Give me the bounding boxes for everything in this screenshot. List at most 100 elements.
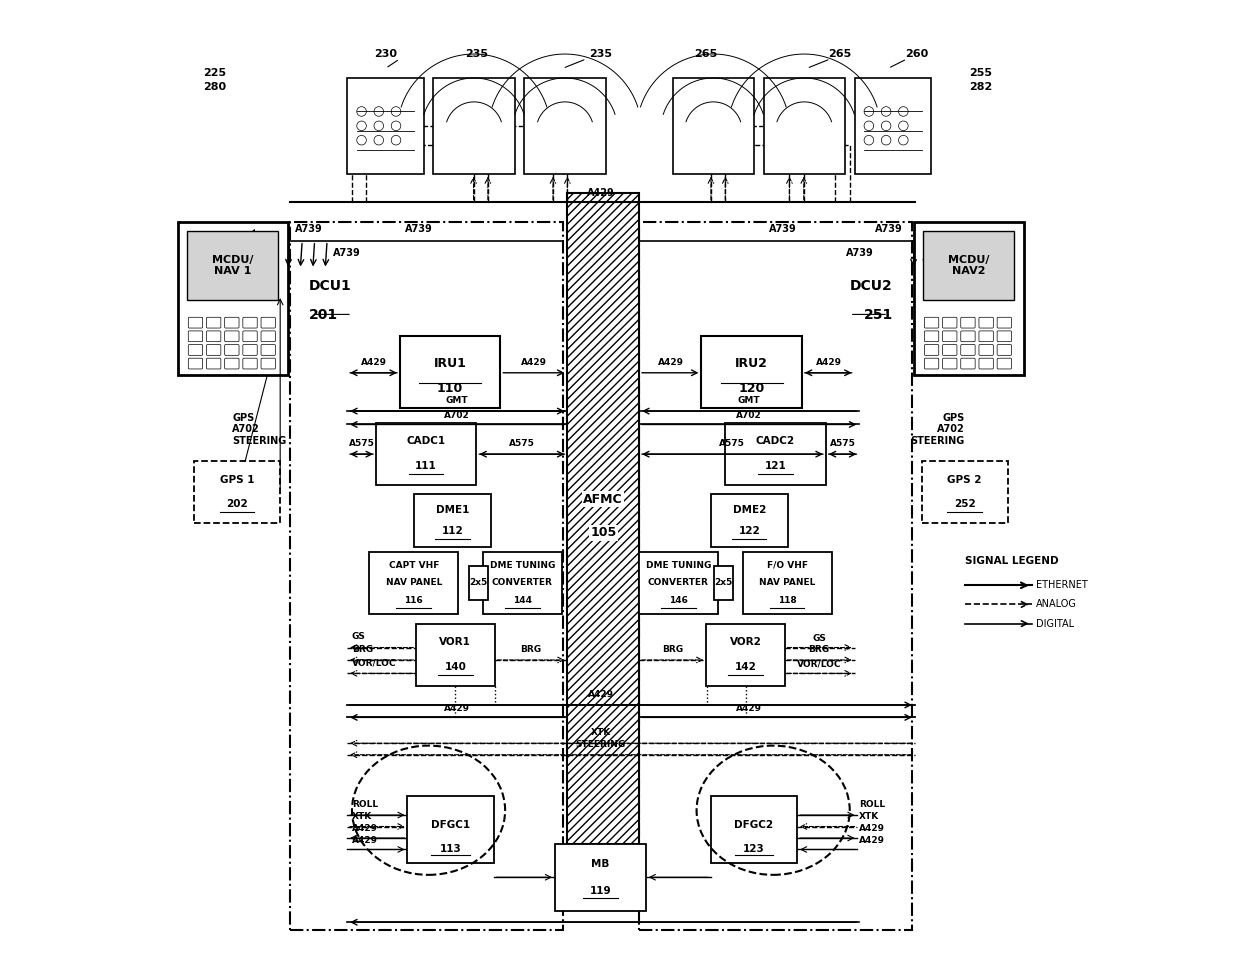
FancyBboxPatch shape	[262, 317, 275, 328]
Text: 202: 202	[226, 499, 248, 510]
Text: 140: 140	[444, 662, 466, 672]
FancyBboxPatch shape	[469, 566, 487, 600]
Text: DIGITAL: DIGITAL	[1037, 618, 1075, 629]
Text: MB: MB	[591, 859, 610, 869]
Text: 110: 110	[436, 382, 464, 395]
FancyBboxPatch shape	[914, 222, 1024, 374]
Text: DFGC2: DFGC2	[734, 820, 774, 829]
Text: 144: 144	[513, 596, 532, 605]
FancyBboxPatch shape	[417, 624, 495, 685]
Text: 119: 119	[589, 886, 611, 896]
FancyBboxPatch shape	[243, 345, 257, 355]
FancyBboxPatch shape	[177, 222, 288, 374]
Text: A429: A429	[587, 187, 615, 198]
FancyBboxPatch shape	[924, 358, 939, 369]
FancyBboxPatch shape	[706, 624, 785, 685]
FancyBboxPatch shape	[921, 461, 1008, 523]
FancyBboxPatch shape	[399, 336, 501, 408]
Text: 111: 111	[415, 461, 436, 471]
Text: GS: GS	[352, 632, 366, 641]
Text: A575: A575	[348, 440, 374, 448]
Text: A575: A575	[719, 440, 745, 448]
FancyBboxPatch shape	[207, 345, 221, 355]
FancyBboxPatch shape	[924, 231, 1014, 300]
FancyBboxPatch shape	[262, 331, 275, 342]
Text: 251: 251	[863, 308, 893, 322]
Text: A702: A702	[232, 424, 260, 434]
FancyBboxPatch shape	[188, 317, 202, 328]
FancyBboxPatch shape	[978, 358, 993, 369]
Text: VOR1: VOR1	[439, 637, 471, 647]
Text: CONVERTER: CONVERTER	[492, 579, 553, 588]
Text: VOR/LOC: VOR/LOC	[352, 659, 397, 667]
Text: BRG: BRG	[352, 645, 373, 654]
Text: A739: A739	[769, 224, 796, 234]
FancyBboxPatch shape	[639, 552, 718, 614]
Text: AFMC: AFMC	[584, 492, 622, 506]
Text: STEERING: STEERING	[575, 740, 626, 749]
FancyBboxPatch shape	[224, 331, 239, 342]
Text: GPS: GPS	[232, 413, 254, 422]
Text: 113: 113	[440, 844, 461, 853]
FancyBboxPatch shape	[854, 78, 931, 174]
Text: 121: 121	[765, 461, 786, 471]
FancyBboxPatch shape	[188, 345, 202, 355]
Text: NAV PANEL: NAV PANEL	[386, 579, 441, 588]
Text: 120: 120	[739, 382, 765, 395]
Text: 280: 280	[203, 83, 227, 92]
FancyBboxPatch shape	[243, 331, 257, 342]
Text: 146: 146	[668, 596, 688, 605]
Text: DME1: DME1	[435, 505, 469, 516]
Text: 2x5: 2x5	[469, 579, 487, 588]
Text: A429: A429	[859, 825, 885, 833]
FancyBboxPatch shape	[997, 358, 1012, 369]
FancyBboxPatch shape	[347, 78, 424, 174]
FancyBboxPatch shape	[978, 317, 993, 328]
FancyBboxPatch shape	[525, 78, 605, 174]
Text: VOR2: VOR2	[729, 637, 761, 647]
FancyBboxPatch shape	[702, 336, 802, 408]
Text: 225: 225	[203, 68, 227, 78]
FancyBboxPatch shape	[714, 566, 733, 600]
FancyBboxPatch shape	[433, 78, 515, 174]
Text: A429: A429	[352, 825, 378, 833]
FancyBboxPatch shape	[414, 494, 491, 547]
FancyBboxPatch shape	[743, 552, 832, 614]
Text: GPS 1: GPS 1	[219, 474, 254, 485]
Text: VOR/LOC: VOR/LOC	[797, 660, 842, 668]
Text: BRG: BRG	[808, 645, 830, 654]
FancyBboxPatch shape	[997, 345, 1012, 355]
Text: DCU1: DCU1	[309, 279, 352, 293]
Text: XTK: XTK	[859, 812, 879, 821]
Text: GMT: GMT	[446, 396, 469, 405]
Text: ROLL: ROLL	[352, 801, 378, 809]
Text: A429: A429	[361, 358, 387, 367]
FancyBboxPatch shape	[207, 358, 221, 369]
Text: A739: A739	[405, 224, 433, 234]
Text: DFGC1: DFGC1	[432, 820, 470, 829]
Text: A702: A702	[444, 411, 470, 420]
Text: 200: 200	[218, 260, 244, 273]
Text: 112: 112	[441, 526, 464, 537]
Text: MCDU/
NAV 1: MCDU/ NAV 1	[212, 254, 253, 276]
FancyBboxPatch shape	[725, 422, 826, 485]
FancyBboxPatch shape	[997, 331, 1012, 342]
FancyBboxPatch shape	[711, 494, 787, 547]
Text: A429: A429	[657, 358, 683, 367]
FancyBboxPatch shape	[711, 796, 797, 863]
FancyBboxPatch shape	[997, 317, 1012, 328]
FancyBboxPatch shape	[961, 358, 975, 369]
Text: A429: A429	[588, 690, 614, 699]
Text: 105: 105	[590, 526, 616, 540]
FancyBboxPatch shape	[207, 331, 221, 342]
FancyBboxPatch shape	[978, 345, 993, 355]
Text: 282: 282	[970, 83, 993, 92]
Text: NAV PANEL: NAV PANEL	[759, 579, 815, 588]
FancyBboxPatch shape	[924, 345, 939, 355]
Text: A575: A575	[830, 440, 856, 448]
Text: IRU2: IRU2	[735, 357, 768, 371]
Text: A702: A702	[937, 424, 965, 434]
FancyBboxPatch shape	[942, 345, 957, 355]
Text: 235: 235	[465, 49, 487, 59]
FancyBboxPatch shape	[961, 345, 975, 355]
